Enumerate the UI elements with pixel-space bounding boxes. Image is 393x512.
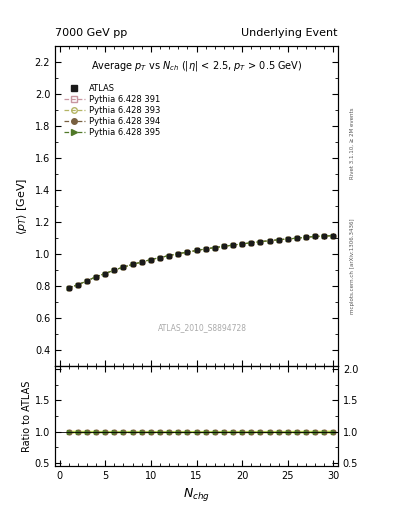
Y-axis label: Ratio to ATLAS: Ratio to ATLAS [22,380,32,452]
Legend: ATLAS, Pythia 6.428 391, Pythia 6.428 393, Pythia 6.428 394, Pythia 6.428 395: ATLAS, Pythia 6.428 391, Pythia 6.428 39… [62,82,162,139]
Text: Average $p_T$ vs $N_{ch}$ ($|\eta|$ < 2.5, $p_T$ > 0.5 GeV): Average $p_T$ vs $N_{ch}$ ($|\eta|$ < 2.… [91,59,302,73]
Text: mcplots.cern.ch [arXiv:1306.3436]: mcplots.cern.ch [arXiv:1306.3436] [350,219,355,314]
Text: Underlying Event: Underlying Event [241,28,338,38]
Text: Rivet 3.1.10, ≥ 2M events: Rivet 3.1.10, ≥ 2M events [350,108,355,179]
X-axis label: $N_{chg}$: $N_{chg}$ [183,486,210,503]
Text: 7000 GeV pp: 7000 GeV pp [55,28,127,38]
Text: ATLAS_2010_S8894728: ATLAS_2010_S8894728 [158,323,247,332]
Y-axis label: $\langle p_T \rangle$ [GeV]: $\langle p_T \rangle$ [GeV] [15,178,29,234]
